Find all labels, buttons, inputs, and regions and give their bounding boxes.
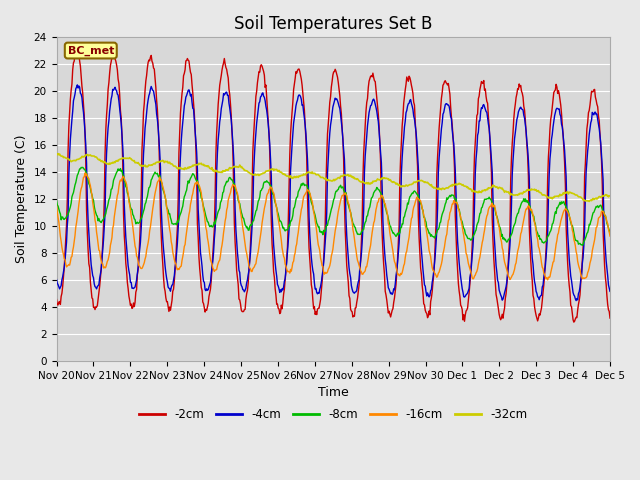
Legend: -2cm, -4cm, -8cm, -16cm, -32cm: -2cm, -4cm, -8cm, -16cm, -32cm bbox=[134, 404, 532, 426]
Text: BC_met: BC_met bbox=[68, 46, 114, 56]
Y-axis label: Soil Temperature (C): Soil Temperature (C) bbox=[15, 135, 28, 264]
X-axis label: Time: Time bbox=[318, 386, 349, 399]
Title: Soil Temperatures Set B: Soil Temperatures Set B bbox=[234, 15, 433, 33]
